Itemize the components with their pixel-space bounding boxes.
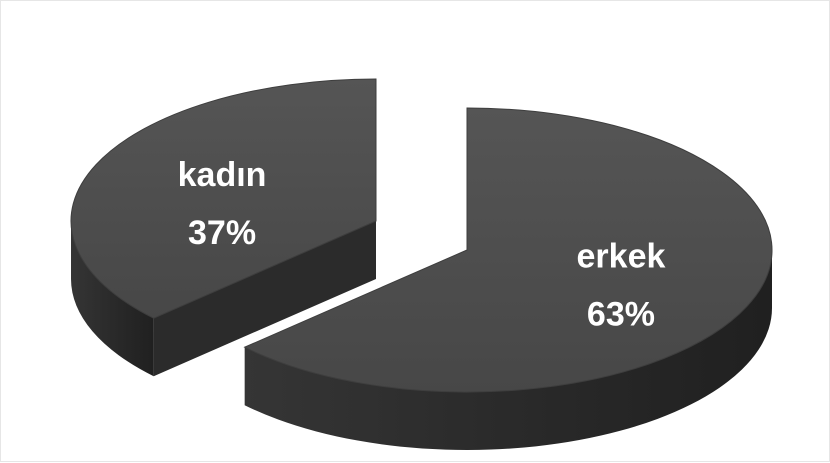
pie-slice-side-kadın: [71, 221, 154, 377]
slice-value-kadın: 37%: [188, 214, 256, 252]
pie-slice-erkek: [243, 107, 773, 450]
slice-value-erkek: 63%: [587, 295, 655, 333]
slice-label-kadın: kadın: [178, 156, 267, 194]
pie-slice-face-kadın: [153, 221, 376, 377]
pie-slice-top-kadın: [70, 78, 377, 319]
pie-slice-kadın: [70, 78, 377, 377]
pie-slice-side-erkek: [244, 250, 773, 450]
pie-slice-top-erkek: [243, 107, 773, 393]
slice-label-erkek: erkek: [577, 237, 666, 275]
